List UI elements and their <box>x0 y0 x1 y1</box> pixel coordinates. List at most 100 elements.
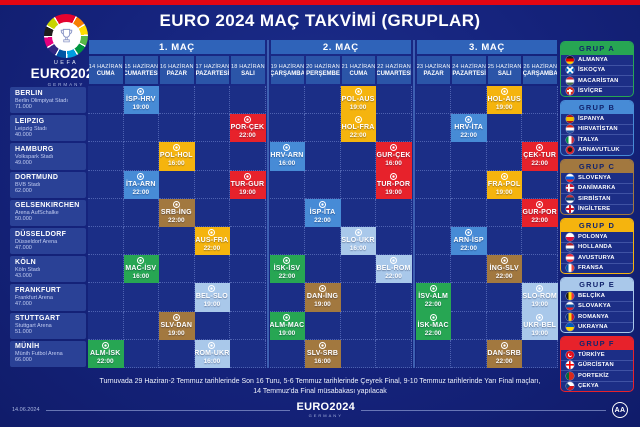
empty-day-cell <box>305 170 341 199</box>
match-time: 22:00 <box>168 216 185 224</box>
empty-day-cell <box>451 255 487 284</box>
team-name: ÇEKYA <box>578 383 599 390</box>
match-cell: DAN-SRB 22:00 <box>486 339 523 368</box>
empty-day-cell <box>451 311 487 340</box>
group-panel-f: GRUP F TÜRKİYE GÜRCİSTAN PORTEKİZ ÇEKYA <box>560 336 634 392</box>
match-teams: SLV-DAN <box>160 321 193 329</box>
match-time: 19:00 <box>278 329 296 337</box>
empty-day-cell <box>230 339 266 368</box>
avusturya-flag-icon <box>566 253 574 262</box>
match-time: 19:00 <box>132 104 150 112</box>
venue-stadium: Berlin Olimpiyat Stadı <box>15 97 68 104</box>
match-teams: BEL-ROM <box>376 265 411 273</box>
football-icon <box>137 88 145 96</box>
empty-day-cell <box>415 227 452 256</box>
empty-day-cell <box>269 114 306 143</box>
group-panel-c: GRUP C SLOVENYA DANİMARKA SIRBİSTAN İNGİLTER… <box>560 159 634 215</box>
team-name: HOLLANDA <box>578 244 613 251</box>
uefa-wordmark: UEFA <box>53 60 79 66</box>
empty-day-cell <box>340 170 377 199</box>
empty-day-cell <box>376 339 412 368</box>
group-team-row: İNGİLTERE <box>561 203 633 215</box>
band-divider <box>412 40 415 368</box>
football-icon <box>500 88 508 96</box>
ispanya-flag-icon <box>566 114 574 123</box>
match-cell: İSK-İSV 22:00 <box>269 255 306 284</box>
day-date: 15 HAZİRAN <box>124 63 159 70</box>
day-header: 25 HAZİRAN SALI <box>487 56 522 84</box>
football-icon <box>172 313 180 321</box>
empty-day-cell <box>194 142 231 171</box>
venue-stadium: Arena AufSchalke <box>15 210 59 217</box>
football-icon <box>500 257 508 265</box>
team-name: DANİMARKA <box>578 185 616 192</box>
empty-day-cell <box>415 198 452 227</box>
empty-day-cell <box>522 114 558 143</box>
empty-day-cell <box>340 255 377 284</box>
match-teams: HRV-ARN <box>270 152 304 160</box>
day-name: PAZAR <box>166 70 187 77</box>
match-cell: MAC-İSV 16:00 <box>123 255 160 284</box>
team-name: BELÇİKA <box>578 292 606 299</box>
match-time: 19:00 <box>495 104 513 112</box>
team-name: TÜRKİYE <box>578 351 605 358</box>
football-icon <box>243 172 251 180</box>
ingiltere-flag-icon <box>566 205 574 214</box>
group-team-row: HOLLANDA <box>561 241 633 253</box>
match-teams: İSK-İSV <box>273 265 301 273</box>
group-team-row: PORTEKİZ <box>561 370 633 381</box>
match-teams: İSP-İTA <box>309 208 336 216</box>
group-team-row: ARNAVUTLUK <box>561 144 633 156</box>
match-cell: SLO-UKR 16:00 <box>340 227 377 256</box>
team-name: SLOVENYA <box>578 174 611 181</box>
venue-cell: DÜSSELDORF Düsseldorf Arena 47.000 <box>10 228 86 255</box>
empty-day-cell <box>123 311 160 340</box>
day-date: 20 HAZİRAN <box>306 63 340 70</box>
football-icon <box>354 88 362 96</box>
empty-day-cell <box>269 170 306 199</box>
match-cell: SLO-ROM 19:00 <box>522 283 558 312</box>
empty-day-cell <box>376 198 412 227</box>
group-panels: GRUP A ALMANYA İSKOÇYA MACARİSTAN İSVİÇRE GRU… <box>560 41 634 392</box>
day-name: PAZARTESİ <box>452 70 486 77</box>
empty-day-cell <box>376 227 412 256</box>
team-name: FRANSA <box>578 265 604 272</box>
empty-day-cell <box>305 255 341 284</box>
euro2024-logo-ring <box>44 14 88 58</box>
empty-day-cell <box>159 255 195 284</box>
group-panel-header: GRUP B <box>561 101 633 114</box>
team-name: PORTEKİZ <box>578 372 609 379</box>
group-panel-d: GRUP D POLONYA HOLLANDA AVUSTURYA FRANSA <box>560 218 634 274</box>
venue-city: DORTMUND <box>15 174 59 182</box>
empty-day-cell <box>88 198 124 227</box>
empty-day-cell <box>305 227 341 256</box>
venue-city: DÜSSELDORF <box>15 230 67 238</box>
match-teams: ÇEK-TUR <box>523 152 557 160</box>
match-teams: TUR-GUR <box>230 180 265 188</box>
match-time: 22:00 <box>531 216 549 224</box>
empty-day-cell <box>230 142 266 171</box>
venue-capacity: 43.000 <box>15 272 32 279</box>
match-time: 22:00 <box>531 160 549 168</box>
group-team-row: ÇEKYA <box>561 380 633 392</box>
trophy-icon <box>60 28 72 42</box>
day-name: SALI <box>241 70 255 77</box>
empty-day-cell <box>230 86 266 115</box>
empty-day-cell <box>123 283 160 312</box>
group-panel-b: GRUP B İSPANYA HIRVATİSTAN İTALYA ARNAVUTLUK <box>560 100 634 156</box>
football-icon <box>429 313 437 321</box>
empty-day-cell <box>376 114 412 143</box>
match-cell: HRV-ARN 16:00 <box>269 142 306 171</box>
team-name: İTALYA <box>578 136 599 143</box>
team-name: HIRVATİSTAN <box>578 126 618 133</box>
team-name: İNGİLTERE <box>578 206 611 213</box>
group-team-row: MACARİSTAN <box>561 75 633 86</box>
match-cell: İSK-MAC 22:00 <box>415 311 452 340</box>
match-cell: SRB-İNG 22:00 <box>159 198 195 227</box>
empty-day-cell <box>340 198 377 227</box>
group-team-row: UKRAYNA <box>561 321 633 333</box>
match-teams: GUR-ÇEK <box>376 152 411 160</box>
empty-day-cell <box>159 170 195 199</box>
schedule-grid: 1. MAÇ 2. MAÇ 3. MAÇ 14 HAZİRAN CUMA 15 HAZİR… <box>10 40 558 368</box>
